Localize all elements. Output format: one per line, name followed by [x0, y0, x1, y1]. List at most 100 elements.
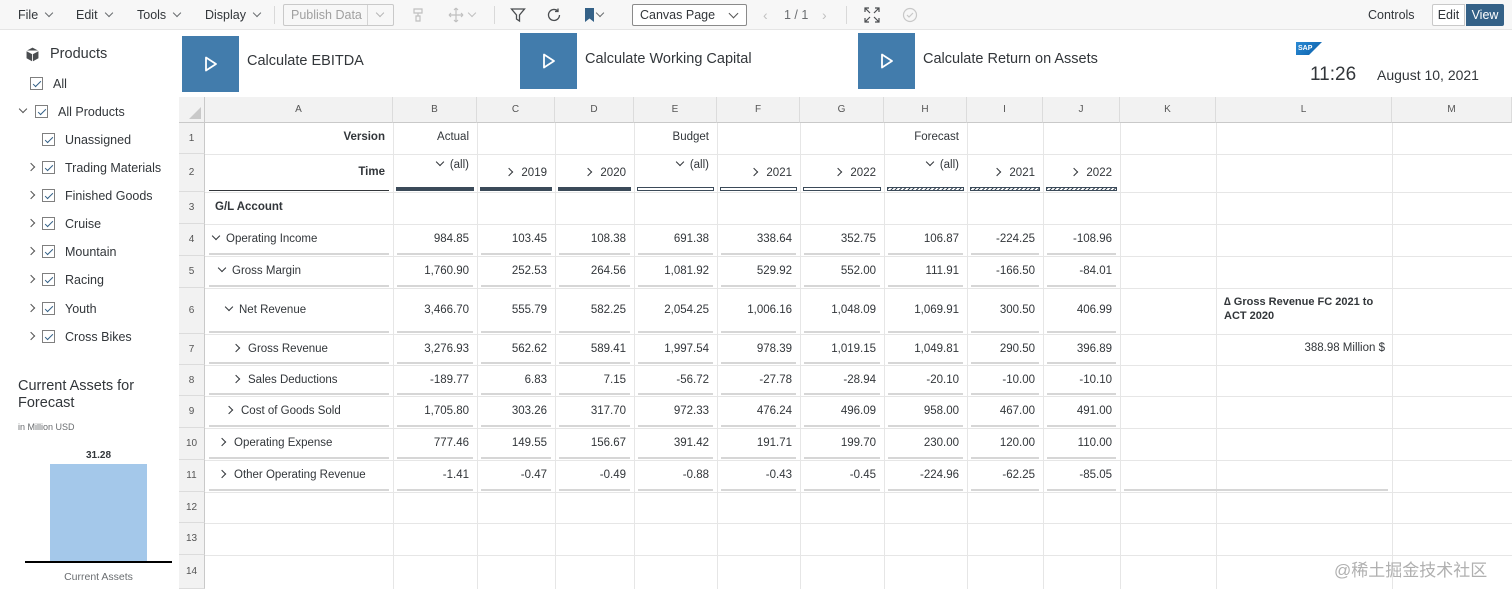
tree-item[interactable]: All Products [0, 103, 170, 121]
row-header[interactable]: 6 [179, 288, 205, 334]
column-header[interactable]: C [477, 97, 555, 123]
row-header[interactable]: 5 [179, 256, 205, 288]
gl-account-row[interactable]: Gross Margin [217, 263, 301, 277]
row-header[interactable]: 12 [179, 492, 205, 523]
run-ebitda-button[interactable] [182, 36, 239, 92]
data-cell[interactable]: -224.25 [995, 233, 1035, 245]
chevron-down-icon[interactable] [375, 8, 385, 18]
chevron-right-icon[interactable] [750, 167, 759, 177]
data-cell[interactable]: 476.24 [756, 405, 792, 417]
row-header[interactable]: 13 [179, 523, 205, 555]
next-page-icon[interactable]: › [822, 7, 827, 23]
data-cell[interactable]: -27.78 [759, 374, 792, 386]
chevron-down-icon[interactable] [435, 157, 445, 167]
data-cell[interactable]: 3,466.70 [424, 304, 469, 316]
bar-current-assets[interactable] [50, 464, 147, 562]
data-cell[interactable]: 496.09 [840, 405, 876, 417]
column-header[interactable]: E [634, 97, 717, 123]
gl-account-row[interactable]: Gross Revenue [231, 343, 328, 355]
data-cell[interactable]: 120.00 [999, 437, 1035, 449]
data-cell[interactable]: 555.79 [511, 304, 547, 316]
tree-item[interactable]: Unassigned [0, 131, 170, 149]
publish-data-button[interactable]: Publish Data [283, 4, 394, 26]
column-header[interactable]: H [884, 97, 967, 123]
tools-menu[interactable]: Tools [137, 0, 182, 30]
time-member[interactable]: (all) [393, 157, 469, 171]
chevron-down-icon[interactable] [467, 0, 477, 30]
data-cell[interactable]: 300.50 [999, 304, 1035, 316]
checkbox[interactable] [42, 161, 55, 174]
data-cell[interactable]: 252.53 [511, 265, 547, 277]
checkbox[interactable] [42, 302, 55, 315]
chevron-right-icon[interactable] [26, 246, 36, 256]
data-cell[interactable]: -56.72 [676, 374, 709, 386]
chevron-right-icon[interactable] [505, 167, 514, 177]
data-cell[interactable]: -85.05 [1079, 469, 1112, 481]
data-cell[interactable]: -20.10 [926, 374, 959, 386]
data-cell[interactable]: 156.67 [590, 437, 626, 449]
tree-item[interactable]: Mountain [0, 243, 170, 261]
column-header[interactable]: M [1392, 97, 1512, 123]
column-header[interactable]: A [205, 97, 393, 123]
chevron-right-icon[interactable] [26, 190, 36, 200]
file-menu[interactable]: File [18, 0, 54, 30]
data-cell[interactable]: 562.62 [511, 343, 547, 355]
tree-item[interactable]: Trading Materials [0, 159, 170, 177]
time-member[interactable]: 2019 [477, 167, 547, 179]
data-cell[interactable]: -224.96 [919, 469, 959, 481]
grid-corner[interactable] [179, 97, 205, 123]
chevron-right-icon[interactable] [584, 167, 593, 177]
checkbox[interactable] [35, 105, 48, 118]
data-cell[interactable]: 491.00 [1076, 405, 1112, 417]
data-cell[interactable]: 396.89 [1076, 343, 1112, 355]
chevron-right-icon[interactable] [26, 218, 36, 228]
checkbox[interactable] [30, 77, 43, 90]
paint-format-icon[interactable] [410, 7, 426, 23]
gl-account-row[interactable]: Operating Income [211, 231, 317, 245]
checkbox[interactable] [42, 245, 55, 258]
tree-item[interactable]: Cruise [0, 215, 170, 233]
chevron-right-icon[interactable] [26, 162, 36, 172]
column-header[interactable]: L [1216, 97, 1392, 123]
data-cell[interactable]: -166.50 [995, 265, 1035, 277]
data-cell[interactable]: 103.45 [511, 233, 547, 245]
data-cell[interactable]: 777.46 [433, 437, 469, 449]
run-working-capital-button[interactable] [520, 33, 577, 89]
gl-account-row[interactable]: Net Revenue [224, 302, 306, 316]
gl-account-row[interactable]: Cost of Goods Sold [224, 405, 341, 417]
checkbox[interactable] [42, 330, 55, 343]
edit-menu[interactable]: Edit [76, 0, 113, 30]
chevron-down-icon[interactable] [675, 157, 685, 167]
time-member[interactable]: 2022 [800, 167, 876, 179]
row-header[interactable]: 14 [179, 555, 205, 589]
chevron-down-icon[interactable] [224, 302, 234, 312]
tree-item[interactable]: Cross Bikes [0, 328, 170, 346]
data-cell[interactable]: 1,048.09 [831, 304, 876, 316]
chevron-right-icon[interactable] [1070, 167, 1079, 177]
row-header[interactable]: 2 [179, 154, 205, 192]
data-cell[interactable]: 391.42 [673, 437, 709, 449]
gl-account-row[interactable]: Operating Expense [217, 437, 332, 449]
checkbox[interactable] [42, 273, 55, 286]
data-cell[interactable]: 303.26 [511, 405, 547, 417]
bookmark-icon[interactable] [582, 7, 598, 23]
chevron-right-icon[interactable] [231, 374, 241, 384]
column-header[interactable]: G [800, 97, 884, 123]
data-cell[interactable]: 1,760.90 [424, 265, 469, 277]
chevron-right-icon[interactable] [217, 469, 227, 479]
chevron-down-icon[interactable] [211, 231, 221, 241]
previous-page-icon[interactable]: ‹ [763, 7, 768, 23]
row-header[interactable]: 1 [179, 123, 205, 154]
column-header[interactable]: F [717, 97, 800, 123]
chevron-right-icon[interactable] [231, 343, 241, 353]
chevron-right-icon[interactable] [26, 274, 36, 284]
time-member[interactable]: 2022 [1043, 167, 1112, 179]
data-cell[interactable]: -0.45 [849, 469, 876, 481]
data-cell[interactable]: 110.00 [1077, 437, 1112, 449]
row-header[interactable]: 10 [179, 428, 205, 460]
chevron-right-icon[interactable] [26, 331, 36, 341]
tree-item[interactable]: Finished Goods [0, 187, 170, 205]
data-cell[interactable]: 1,997.54 [664, 343, 709, 355]
refresh-icon[interactable] [546, 7, 562, 23]
column-header[interactable]: J [1043, 97, 1120, 123]
